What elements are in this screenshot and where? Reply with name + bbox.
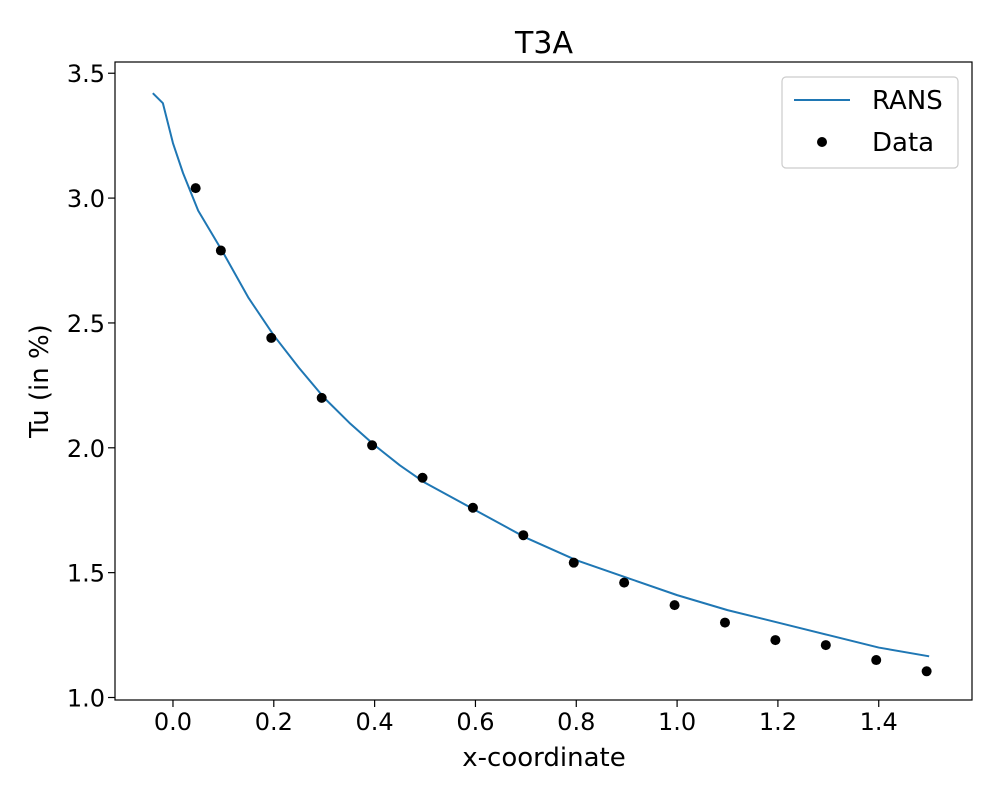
y-tick-label: 1.5: [67, 560, 105, 588]
y-tick-label: 2.0: [67, 435, 105, 463]
legend-marker-swatch: [817, 137, 827, 147]
y-axis-label: Tu (in %): [25, 324, 55, 439]
chart-title: T3A: [514, 26, 573, 61]
data-point: [619, 577, 630, 588]
data-point: [518, 530, 529, 541]
legend-label-data: Data: [872, 128, 934, 158]
y-tick-label: 3.5: [67, 60, 105, 88]
data-point: [871, 655, 882, 666]
data-point: [669, 600, 680, 611]
y-axis: 1.0 1.5 2.0 2.5 3.0 3.5: [67, 60, 115, 713]
data-point: [568, 557, 579, 568]
data-point: [190, 183, 201, 194]
x-axis: 0.0 0.2 0.4 0.6 0.8 1.0 1.2 1.4: [154, 700, 898, 736]
legend: RANS Data: [781, 76, 959, 169]
data-point: [417, 472, 428, 483]
y-tick-label: 1.0: [67, 685, 105, 713]
x-tick-label: 1.0: [658, 708, 696, 736]
data-point: [770, 635, 781, 646]
data-point: [921, 666, 932, 677]
y-tick-label: 2.5: [67, 310, 105, 338]
x-tick-label: 0.2: [255, 708, 293, 736]
data-point: [316, 392, 327, 403]
x-tick-label: 0.4: [356, 708, 394, 736]
data-point: [820, 640, 831, 651]
rans-series-line: [152, 92, 930, 658]
x-tick-label: 1.2: [759, 708, 797, 736]
x-tick-label: 0.6: [456, 708, 494, 736]
plot-area-frame: [114, 61, 973, 701]
plot-layer: [152, 92, 932, 677]
data-point: [719, 617, 730, 628]
y-tick-label: 3.0: [67, 185, 105, 213]
x-tick-label: 0.0: [154, 708, 192, 736]
data-point: [215, 245, 226, 256]
data-point: [367, 440, 378, 451]
x-tick-label: 0.8: [557, 708, 595, 736]
data-point: [266, 332, 277, 343]
x-axis-label: x-coordinate: [462, 743, 625, 773]
x-tick-label: 1.4: [860, 708, 898, 736]
legend-label-rans: RANS: [872, 86, 943, 116]
data-point: [467, 502, 478, 513]
